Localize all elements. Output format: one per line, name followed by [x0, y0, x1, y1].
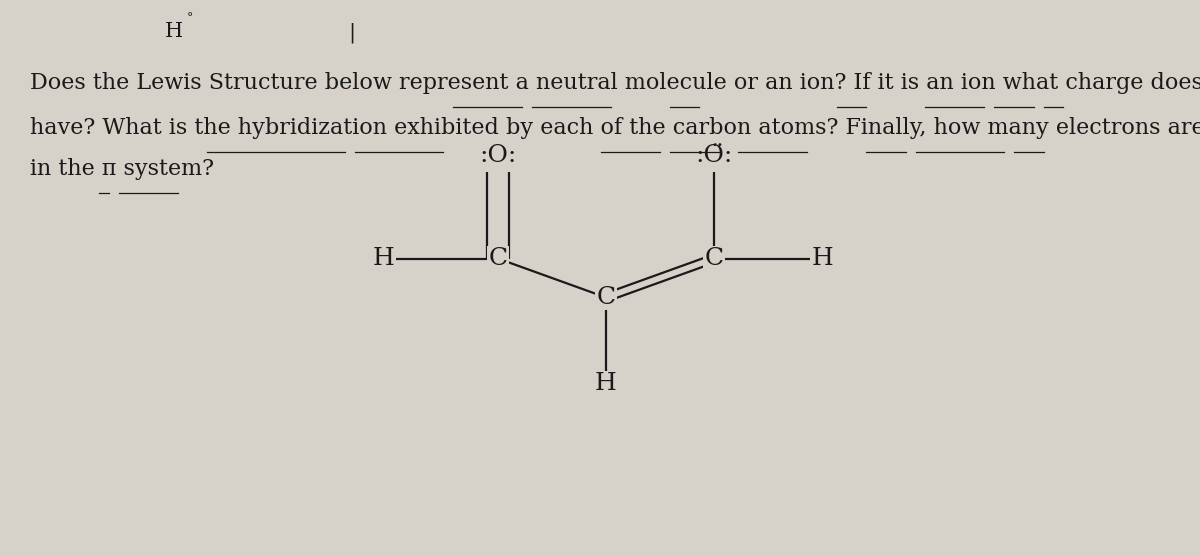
Text: Does the Lewis Structure below represent a neutral molecule or an ion? If it is : Does the Lewis Structure below represent…	[30, 72, 1200, 95]
Text: H: H	[595, 372, 617, 395]
Text: H: H	[811, 247, 833, 270]
Text: °: °	[187, 12, 193, 25]
Text: H: H	[164, 22, 182, 41]
Text: in the π system?: in the π system?	[30, 158, 214, 181]
Text: H: H	[373, 247, 395, 270]
Text: :O:: :O:	[479, 144, 517, 167]
Text: have? What is the hybridization exhibited by each of the carbon atoms? Finally, : have? What is the hybridization exhibite…	[30, 117, 1200, 139]
Text: |: |	[348, 22, 355, 43]
Text: C: C	[596, 286, 616, 309]
Text: C: C	[488, 247, 508, 270]
Text: :Ö:: :Ö:	[695, 144, 733, 167]
Text: C: C	[704, 247, 724, 270]
